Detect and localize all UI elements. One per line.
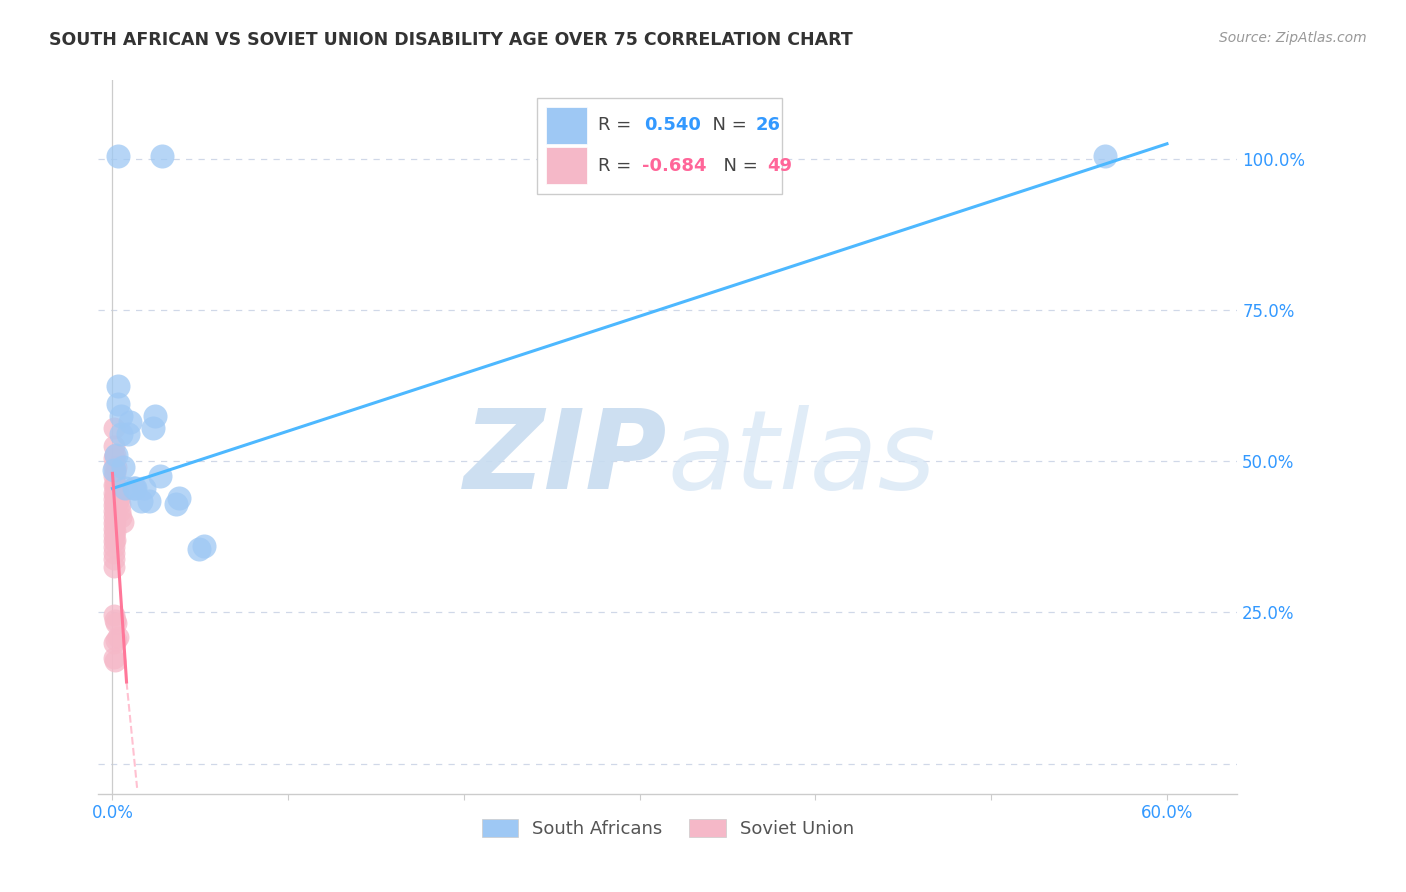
Point bbox=[114, 482, 136, 496]
Point bbox=[165, 497, 187, 511]
Point bbox=[103, 439, 125, 453]
Point bbox=[169, 491, 191, 505]
Point bbox=[103, 528, 125, 542]
Point bbox=[105, 448, 128, 462]
Text: N =: N = bbox=[700, 116, 752, 134]
Point bbox=[103, 485, 125, 500]
Point bbox=[103, 534, 125, 549]
Point bbox=[105, 482, 128, 496]
Point bbox=[103, 478, 125, 492]
Point bbox=[103, 516, 125, 530]
Point bbox=[117, 427, 139, 442]
Point bbox=[107, 493, 129, 508]
Point bbox=[107, 484, 129, 499]
Point bbox=[149, 469, 172, 483]
Point bbox=[103, 498, 125, 512]
Point bbox=[105, 495, 128, 509]
Legend: South Africans, Soviet Union: South Africans, Soviet Union bbox=[474, 812, 862, 846]
Point bbox=[104, 467, 127, 481]
Point bbox=[187, 541, 209, 556]
Text: R =: R = bbox=[599, 157, 637, 175]
FancyBboxPatch shape bbox=[537, 98, 782, 194]
Point bbox=[112, 515, 135, 529]
Point bbox=[103, 460, 125, 475]
Point bbox=[110, 509, 132, 524]
Point bbox=[110, 409, 132, 423]
Point bbox=[120, 415, 141, 429]
Point bbox=[103, 522, 125, 536]
Point bbox=[104, 448, 127, 462]
Point bbox=[1094, 149, 1116, 163]
Point bbox=[104, 613, 127, 627]
Point bbox=[103, 491, 125, 506]
Point bbox=[193, 539, 215, 553]
Point bbox=[129, 493, 152, 508]
Point bbox=[103, 504, 125, 518]
Point bbox=[107, 397, 129, 411]
Point bbox=[103, 560, 125, 574]
Point bbox=[107, 149, 129, 163]
Point bbox=[104, 524, 127, 538]
FancyBboxPatch shape bbox=[546, 107, 586, 144]
Point bbox=[104, 654, 127, 668]
Point bbox=[107, 491, 129, 505]
Point bbox=[103, 451, 125, 466]
Point bbox=[103, 552, 125, 566]
Text: ZIP: ZIP bbox=[464, 405, 668, 512]
Text: 0.540: 0.540 bbox=[644, 116, 700, 134]
Text: N =: N = bbox=[713, 157, 763, 175]
Text: Source: ZipAtlas.com: Source: ZipAtlas.com bbox=[1219, 31, 1367, 45]
Point bbox=[105, 616, 128, 631]
Point bbox=[103, 469, 125, 483]
Point bbox=[103, 463, 125, 477]
Point bbox=[108, 504, 131, 518]
Point bbox=[103, 540, 125, 554]
Point bbox=[107, 378, 129, 392]
Text: -0.684: -0.684 bbox=[641, 157, 706, 175]
Point bbox=[103, 608, 125, 623]
Point bbox=[122, 482, 145, 496]
Point bbox=[132, 482, 156, 496]
Point bbox=[103, 546, 125, 560]
Point bbox=[150, 149, 173, 163]
Point bbox=[103, 650, 125, 665]
Point bbox=[112, 460, 135, 475]
Point bbox=[108, 497, 131, 511]
Point bbox=[105, 478, 128, 492]
Point bbox=[105, 491, 128, 505]
Point bbox=[104, 487, 127, 501]
Text: R =: R = bbox=[599, 116, 643, 134]
Point bbox=[124, 482, 146, 496]
Point bbox=[138, 493, 160, 508]
Point bbox=[105, 460, 128, 475]
Point bbox=[104, 533, 127, 547]
Point bbox=[103, 636, 125, 650]
Point bbox=[103, 509, 125, 524]
Point bbox=[104, 515, 127, 529]
Point bbox=[143, 409, 166, 423]
Point bbox=[110, 427, 132, 442]
Text: 49: 49 bbox=[766, 157, 792, 175]
Point bbox=[104, 497, 127, 511]
Point bbox=[142, 421, 165, 435]
Text: SOUTH AFRICAN VS SOVIET UNION DISABILITY AGE OVER 75 CORRELATION CHART: SOUTH AFRICAN VS SOVIET UNION DISABILITY… bbox=[49, 31, 853, 49]
FancyBboxPatch shape bbox=[546, 147, 586, 185]
Text: 26: 26 bbox=[755, 116, 780, 134]
Point bbox=[107, 630, 129, 644]
Point bbox=[104, 506, 127, 520]
Point bbox=[105, 487, 128, 501]
Point bbox=[104, 478, 127, 492]
Point bbox=[103, 421, 125, 435]
Text: atlas: atlas bbox=[668, 405, 936, 512]
Point bbox=[105, 632, 128, 647]
